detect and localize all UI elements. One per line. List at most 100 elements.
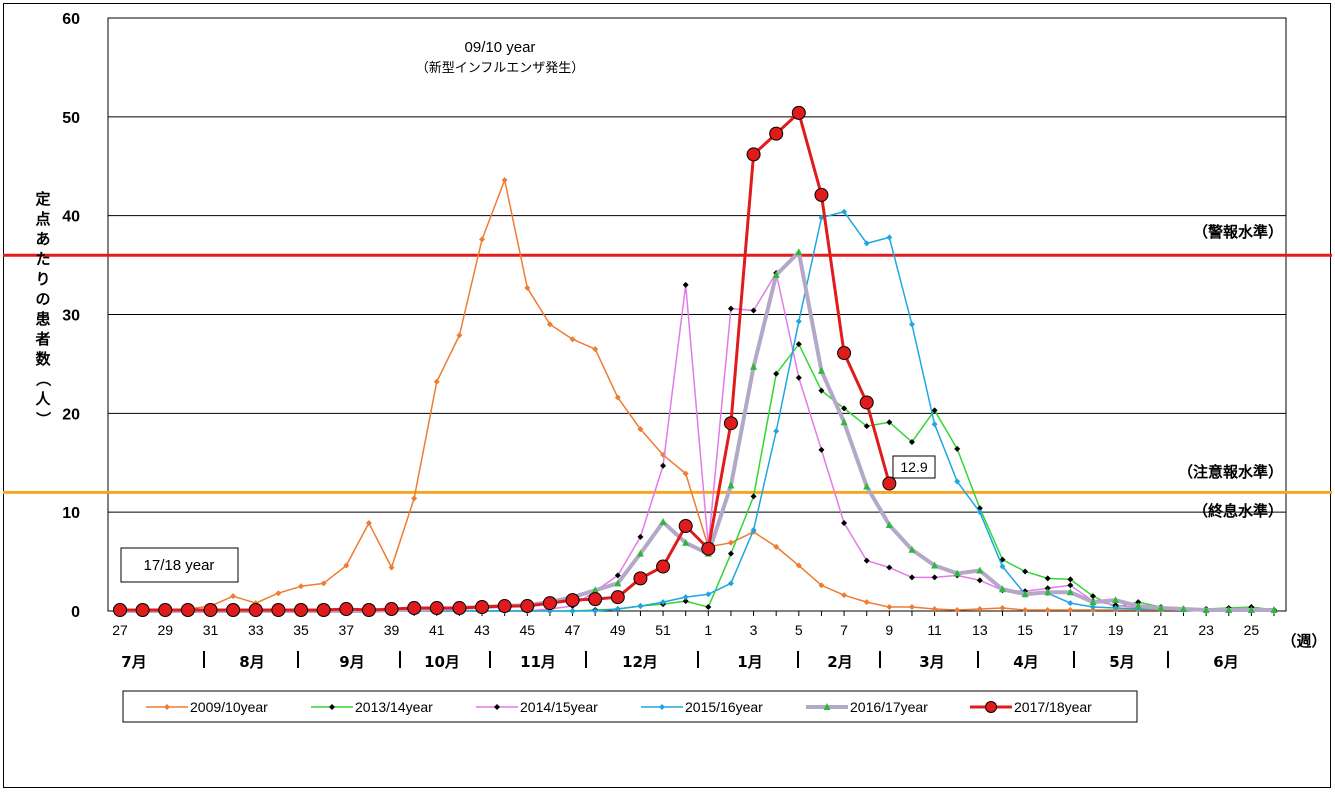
x-tick-label: 41 [429, 622, 445, 638]
data-point [931, 421, 938, 428]
data-point [863, 240, 870, 247]
y-label-char: あ [35, 230, 51, 248]
x-tick-label: 17 [1063, 622, 1079, 638]
data-point [1066, 588, 1074, 596]
data-point [1270, 606, 1278, 614]
y-label-char: 点 [35, 210, 51, 228]
data-point [1089, 593, 1096, 600]
data-point [976, 566, 984, 574]
data-point [769, 126, 784, 141]
data-point [1089, 604, 1096, 611]
data-point [886, 419, 893, 426]
data-point [339, 602, 354, 617]
x-tick-label: 43 [474, 622, 490, 638]
data-point [701, 541, 716, 556]
series-line-2013/14year [120, 343, 1275, 612]
data-point [659, 518, 667, 526]
data-point [316, 603, 331, 618]
series-line-2016/17year [120, 250, 1274, 613]
data-point [750, 362, 758, 370]
data-point [863, 482, 871, 490]
month-label: 10月 [424, 653, 460, 671]
data-point [818, 582, 825, 589]
data-point [592, 608, 599, 614]
data-point [520, 599, 535, 614]
y-tick-label: 40 [62, 209, 80, 226]
data-point [682, 598, 689, 605]
x-tick-label: 5 [795, 622, 803, 638]
data-point [479, 236, 486, 243]
data-point [999, 605, 1006, 612]
x-tick-label: 35 [293, 622, 309, 638]
data-point [384, 602, 399, 617]
data-point [953, 569, 961, 577]
data-point [1044, 607, 1051, 614]
x-tick-label: 31 [203, 622, 219, 638]
data-point [908, 545, 916, 553]
x-tick-label: 49 [610, 622, 626, 638]
data-point [885, 521, 893, 529]
data-point [637, 533, 644, 540]
data-point [1044, 575, 1051, 582]
data-point [908, 438, 915, 445]
data-point [475, 600, 490, 615]
season-label-box [120, 547, 239, 583]
x-tick-label: 37 [338, 622, 354, 638]
data-point [682, 281, 689, 288]
data-point [203, 603, 218, 618]
series-line-2017/18year [120, 111, 891, 612]
data-point [501, 177, 508, 184]
data-point [248, 603, 263, 618]
month-label: 4月 [1013, 653, 1038, 671]
data-point [636, 549, 644, 557]
y-tick-label: 10 [62, 505, 80, 522]
data-point [1022, 607, 1029, 614]
x-tick-label: 9 [885, 622, 893, 638]
data-point [343, 562, 350, 569]
data-point [841, 405, 848, 412]
data-point [542, 596, 557, 611]
data-point [614, 579, 622, 587]
x-tick-label: 11 [927, 622, 942, 638]
y-tick-label: 60 [62, 11, 80, 28]
data-point [931, 561, 939, 569]
data-point [591, 586, 599, 594]
season-label: 17/18 year [144, 557, 215, 574]
y-label-char: （ [34, 371, 52, 387]
data-point [931, 574, 938, 581]
legend-label: 2014/15year [520, 699, 598, 715]
data-point [727, 305, 734, 312]
x-tick-label: 45 [520, 622, 536, 638]
x-tick-label: 1 [704, 622, 712, 638]
x-tick-label: 25 [1244, 622, 1260, 638]
y-label-char: 数 [35, 350, 51, 368]
data-point [908, 321, 915, 328]
x-tick-label: 13 [972, 622, 988, 638]
data-point [180, 603, 195, 618]
data-point [429, 601, 444, 616]
data-point [818, 387, 825, 394]
data-point [569, 608, 576, 614]
legend-marker [329, 704, 335, 710]
x-tick-label: 29 [157, 622, 173, 638]
data-point [863, 599, 870, 606]
legend-label: 2017/18year [1014, 699, 1092, 715]
data-point [656, 559, 671, 574]
value-callout: 12.9 [900, 459, 927, 475]
legend-label: 2015/16year [685, 699, 763, 715]
data-point [275, 590, 282, 597]
month-label: 6月 [1213, 653, 1238, 671]
data-point [452, 601, 467, 616]
data-point [610, 590, 625, 605]
data-point [660, 599, 667, 606]
data-point [705, 604, 712, 611]
data-point [727, 550, 734, 557]
data-point [814, 187, 829, 202]
y-label-char: の [35, 290, 51, 308]
annotation-subtitle: （新型インフルエンザ発生） [416, 60, 585, 76]
data-point [818, 446, 825, 453]
month-label: 1月 [737, 653, 762, 671]
data-point [524, 284, 531, 291]
data-point [546, 321, 553, 328]
month-label: 8月 [239, 653, 264, 671]
